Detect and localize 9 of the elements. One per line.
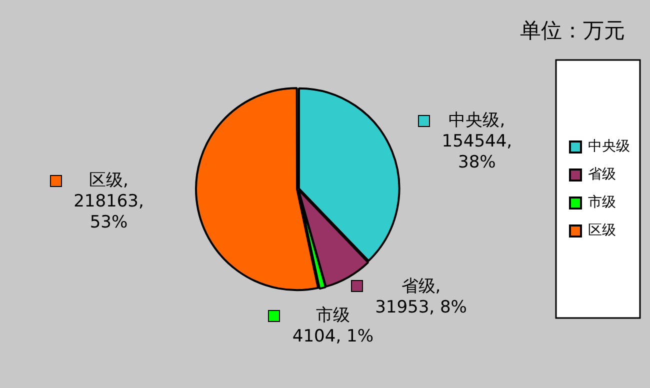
text: 单位：万元	[520, 18, 625, 42]
data-label: 中央级, 154544, 38%	[442, 110, 512, 173]
legend-label: 省级	[588, 166, 616, 183]
legend-label: 区级	[588, 222, 616, 239]
data-label: 区级, 218163, 53%	[74, 170, 144, 233]
legend-label: 市级	[588, 194, 616, 211]
legend-label: 中央级	[588, 138, 630, 155]
data-label: 省级, 31953, 8%	[375, 276, 467, 318]
data-label: 市级 4104, 1%	[292, 306, 374, 347]
